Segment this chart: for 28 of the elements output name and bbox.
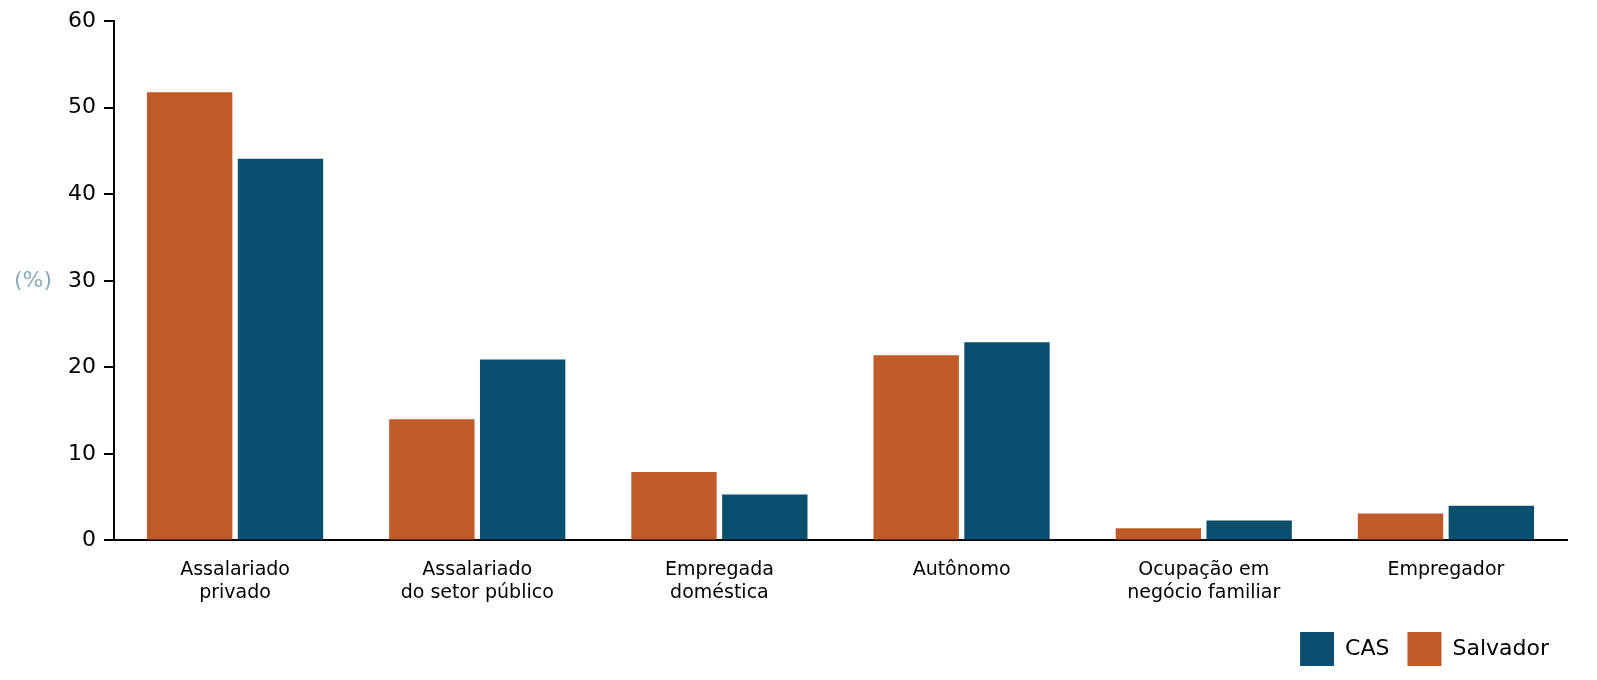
y-tick-label: 30 [67,266,96,292]
bar [389,419,475,540]
bar [873,355,959,540]
y-tick-label: 50 [67,93,96,119]
bar [237,158,324,540]
legend-label: CAS [1345,634,1390,660]
bar [146,92,233,540]
bar [479,359,566,540]
x-tick-label: Assalariado do setor público [400,556,554,602]
bar [722,494,808,540]
x-tick-label: Ocupação em negócio familiar [1127,556,1281,602]
x-tick-label: Autônomo [912,556,1011,579]
y-tick-label: 60 [67,6,96,32]
y-tick-label: 10 [67,439,96,465]
bar [1115,528,1202,540]
x-tick-label: Assalariado privado [180,556,290,602]
y-tick-label: 40 [67,179,96,205]
bar [964,342,1050,540]
bar [1448,505,1535,540]
y-axis-title: (%) [14,266,53,292]
y-tick-label: 0 [81,526,96,552]
y-tick-label: 20 [67,353,96,379]
legend-label: Salvador [1452,634,1550,660]
x-tick-label: Empregada doméstica [664,556,774,602]
bar [1206,520,1292,540]
bar [1357,513,1444,540]
bar [631,472,717,540]
x-tick-label: Empregador [1387,556,1505,579]
